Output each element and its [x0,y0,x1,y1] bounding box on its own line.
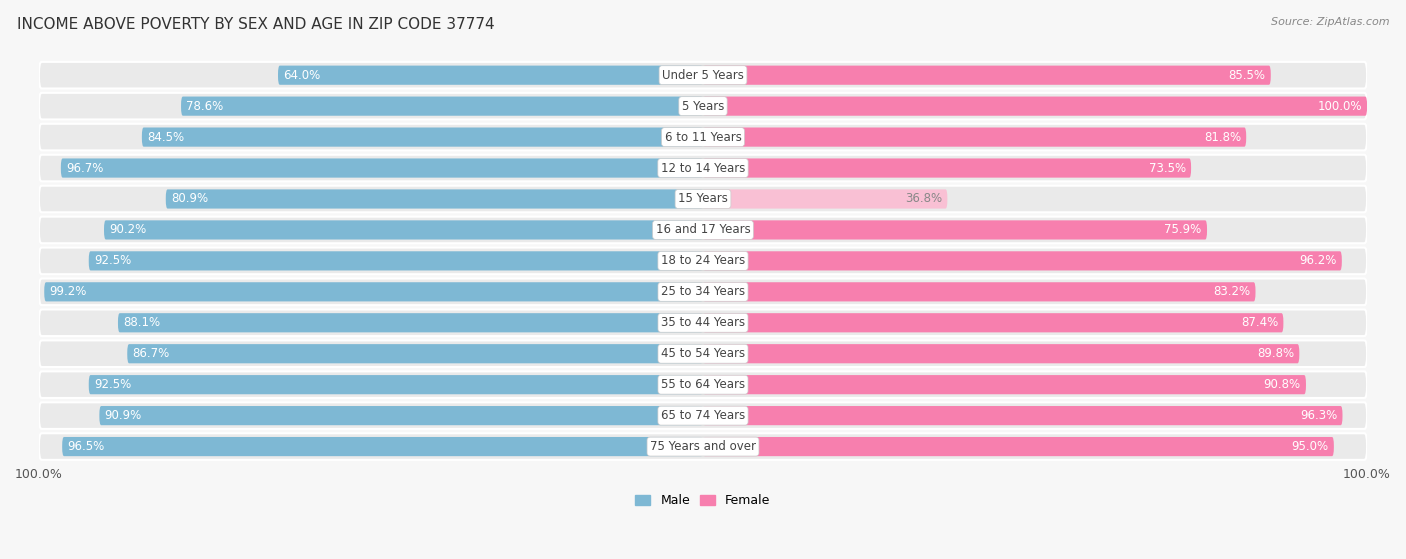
Text: 75.9%: 75.9% [1164,224,1202,236]
Text: 99.2%: 99.2% [49,285,87,299]
Text: 86.7%: 86.7% [132,347,170,360]
FancyBboxPatch shape [39,310,1367,336]
FancyBboxPatch shape [39,402,1367,429]
FancyBboxPatch shape [44,282,703,301]
Text: 96.3%: 96.3% [1301,409,1337,422]
FancyBboxPatch shape [703,97,1367,116]
Text: 95.0%: 95.0% [1292,440,1329,453]
FancyBboxPatch shape [39,217,1367,243]
FancyBboxPatch shape [703,282,1256,301]
FancyBboxPatch shape [703,375,1306,394]
FancyBboxPatch shape [100,406,703,425]
FancyBboxPatch shape [703,190,948,209]
Text: 73.5%: 73.5% [1149,162,1185,174]
FancyBboxPatch shape [39,340,1367,367]
FancyBboxPatch shape [703,220,1206,239]
Text: 90.8%: 90.8% [1264,378,1301,391]
Text: 84.5%: 84.5% [148,131,184,144]
FancyBboxPatch shape [703,252,1341,271]
FancyBboxPatch shape [39,278,1367,305]
FancyBboxPatch shape [703,406,1343,425]
Text: INCOME ABOVE POVERTY BY SEX AND AGE IN ZIP CODE 37774: INCOME ABOVE POVERTY BY SEX AND AGE IN Z… [17,17,495,32]
Text: 96.7%: 96.7% [66,162,104,174]
FancyBboxPatch shape [104,220,703,239]
FancyBboxPatch shape [89,252,703,271]
FancyBboxPatch shape [703,65,1271,85]
FancyBboxPatch shape [39,155,1367,181]
Legend: Male, Female: Male, Female [630,489,776,512]
FancyBboxPatch shape [39,62,1367,88]
Text: 35 to 44 Years: 35 to 44 Years [661,316,745,329]
Text: 25 to 34 Years: 25 to 34 Years [661,285,745,299]
Text: 55 to 64 Years: 55 to 64 Years [661,378,745,391]
FancyBboxPatch shape [118,313,703,333]
FancyBboxPatch shape [703,158,1191,178]
Text: 45 to 54 Years: 45 to 54 Years [661,347,745,360]
FancyBboxPatch shape [89,375,703,394]
Text: Source: ZipAtlas.com: Source: ZipAtlas.com [1271,17,1389,27]
FancyBboxPatch shape [703,313,1284,333]
Text: 5 Years: 5 Years [682,100,724,113]
Text: 75 Years and over: 75 Years and over [650,440,756,453]
Text: 90.9%: 90.9% [104,409,142,422]
Text: 6 to 11 Years: 6 to 11 Years [665,131,741,144]
Text: 81.8%: 81.8% [1204,131,1241,144]
FancyBboxPatch shape [60,158,703,178]
FancyBboxPatch shape [703,437,1334,456]
FancyBboxPatch shape [39,371,1367,398]
Text: 80.9%: 80.9% [172,192,208,206]
Text: 85.5%: 85.5% [1229,69,1265,82]
FancyBboxPatch shape [39,248,1367,274]
Text: 100.0%: 100.0% [1317,100,1362,113]
FancyBboxPatch shape [39,433,1367,460]
Text: 92.5%: 92.5% [94,254,131,267]
Text: 89.8%: 89.8% [1257,347,1294,360]
Text: 88.1%: 88.1% [124,316,160,329]
Text: 90.2%: 90.2% [110,224,146,236]
Text: Under 5 Years: Under 5 Years [662,69,744,82]
Text: 36.8%: 36.8% [905,192,942,206]
FancyBboxPatch shape [142,127,703,146]
FancyBboxPatch shape [39,93,1367,120]
Text: 18 to 24 Years: 18 to 24 Years [661,254,745,267]
Text: 65 to 74 Years: 65 to 74 Years [661,409,745,422]
Text: 78.6%: 78.6% [187,100,224,113]
Text: 16 and 17 Years: 16 and 17 Years [655,224,751,236]
FancyBboxPatch shape [181,97,703,116]
FancyBboxPatch shape [278,65,703,85]
Text: 96.5%: 96.5% [67,440,104,453]
Text: 15 Years: 15 Years [678,192,728,206]
FancyBboxPatch shape [39,186,1367,212]
FancyBboxPatch shape [703,127,1246,146]
FancyBboxPatch shape [62,437,703,456]
FancyBboxPatch shape [39,124,1367,150]
FancyBboxPatch shape [166,190,703,209]
Text: 92.5%: 92.5% [94,378,131,391]
FancyBboxPatch shape [703,344,1299,363]
FancyBboxPatch shape [128,344,703,363]
Text: 12 to 14 Years: 12 to 14 Years [661,162,745,174]
Text: 87.4%: 87.4% [1241,316,1278,329]
Text: 83.2%: 83.2% [1213,285,1250,299]
Text: 96.2%: 96.2% [1299,254,1337,267]
Text: 64.0%: 64.0% [284,69,321,82]
